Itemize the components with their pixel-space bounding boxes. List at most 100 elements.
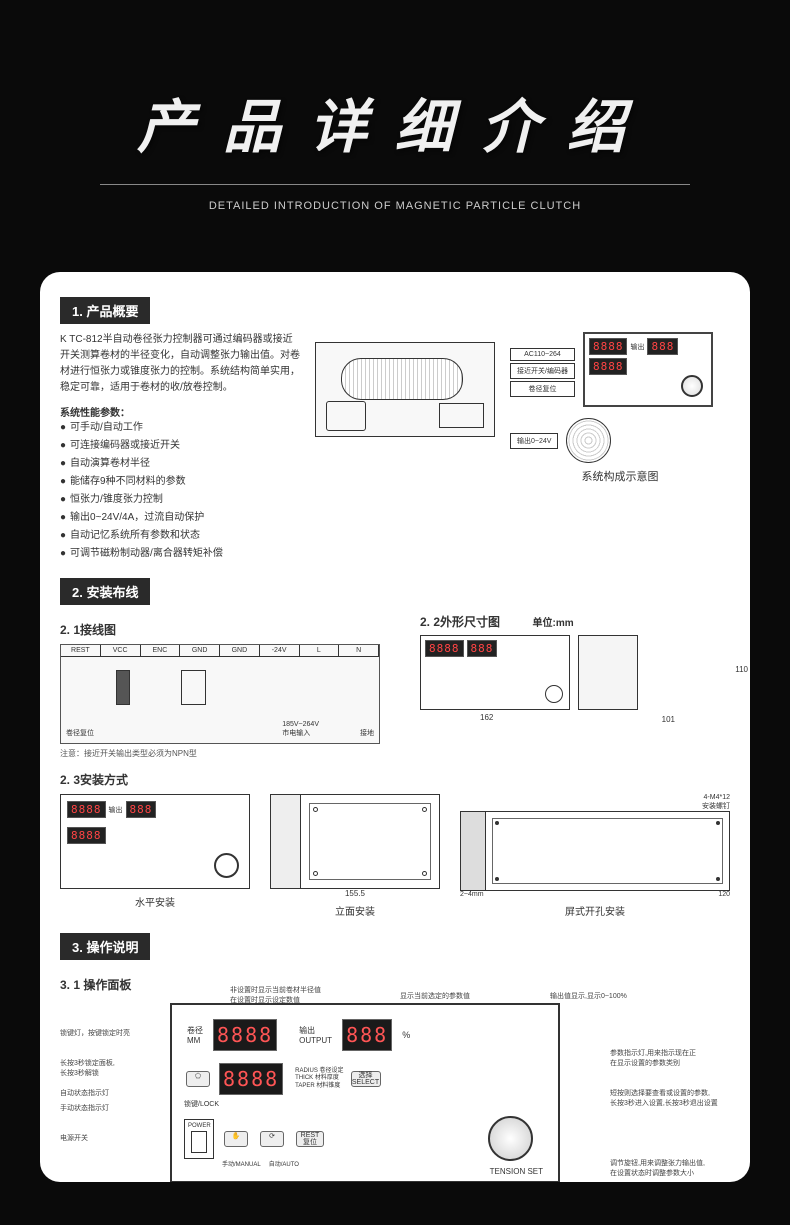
lock-button[interactable]: ⬠ bbox=[186, 1071, 210, 1087]
subtitle: DETAILED INTRODUCTION OF MAGNETIC PARTIC… bbox=[40, 200, 750, 212]
display: 888 bbox=[467, 640, 498, 657]
spec-item: 可调节磁粉制动器/离合器转矩补偿 bbox=[60, 545, 300, 563]
spec-sheet: 1. 产品概要 K TC-812半自动卷径张力控制器可通过编码器或接近开关测算卷… bbox=[40, 272, 750, 1182]
conveyor-diagram bbox=[315, 342, 495, 437]
install-vertical bbox=[270, 794, 440, 889]
screw-icon bbox=[495, 821, 499, 825]
terminal: L bbox=[300, 645, 340, 656]
spec-item: 输出0~24V/4A，过流自动保护 bbox=[60, 509, 300, 527]
install-horizontal: 8888 输出 888 8888 bbox=[60, 794, 250, 889]
percent-label: % bbox=[402, 1030, 410, 1040]
terminal: GND bbox=[220, 645, 260, 656]
screw-icon bbox=[716, 821, 720, 825]
dim-h: 110 bbox=[735, 665, 748, 674]
callout-param-led: 参数指示灯,用来指示现在正 在显示设置的参数类别 bbox=[610, 1048, 730, 1068]
manual-button[interactable]: ✋ bbox=[224, 1131, 248, 1147]
operation-panel: 卷径 MM 8888 输出 OUTPUT 888 % ⬠ 8888 RADIUS… bbox=[170, 1003, 560, 1182]
callout-power: 电源开关 bbox=[60, 1133, 150, 1143]
divider bbox=[100, 184, 690, 185]
install2-label: 立面安装 bbox=[270, 903, 440, 918]
manual-label: 手动/MANUAL bbox=[222, 1159, 261, 1168]
reset-wire-label: 卷径复位 bbox=[66, 728, 94, 738]
sensor-label: 接近开关/编码器 bbox=[510, 363, 575, 379]
display: 888 bbox=[647, 338, 678, 355]
screw-hole-icon bbox=[313, 807, 318, 812]
install2-dim: 155.5 bbox=[270, 889, 440, 898]
display-param: 8888 bbox=[223, 1067, 279, 1091]
section2-header: 2. 安装布线 bbox=[60, 578, 150, 605]
terminal: ENC bbox=[141, 645, 181, 656]
screw-spec: 4-M4*12 安装螺钉 bbox=[460, 794, 730, 811]
system-panel: 8888 输出 888 8888 bbox=[583, 332, 713, 407]
brake-icon bbox=[181, 670, 206, 705]
power-wire-label: 185V~264V 市电输入 bbox=[282, 721, 319, 738]
output-label: 输出0~24V bbox=[510, 433, 558, 449]
terminal: N bbox=[339, 645, 379, 656]
spec-item: 能储存9种不同材料的参数 bbox=[60, 473, 300, 491]
callout-auto-led: 自动状态指示灯 bbox=[60, 1088, 150, 1098]
dim-w: 162 bbox=[480, 713, 493, 722]
callout-param-display: 显示当前选定的参数值 bbox=[400, 991, 510, 1001]
callout-lock-led: 锁键灯，按键锁定时亮 bbox=[60, 1028, 150, 1038]
screw-icon bbox=[716, 877, 720, 881]
section3-header: 3. 操作说明 bbox=[60, 933, 150, 960]
reset-button[interactable]: REST 复位 bbox=[296, 1131, 324, 1147]
ground-label: 接地 bbox=[360, 728, 374, 738]
display: 888 bbox=[126, 801, 157, 818]
param-labels: RADIUS 卷径设定 THICK 材料厚度 TAPER 材料锥度 bbox=[295, 1068, 343, 1090]
knob-icon bbox=[214, 853, 239, 878]
terminal: REST bbox=[61, 645, 101, 656]
spec-item: 可连接编码器或接近开关 bbox=[60, 437, 300, 455]
callout-select: 短按则选择要查看或设置的参数, 长按3秒进入设置,长按3秒退出设置 bbox=[610, 1088, 730, 1108]
spec-title: 系统性能参数： bbox=[60, 404, 300, 419]
gap-dim: 2~4mm bbox=[460, 891, 484, 898]
spec-item: 可手动/自动工作 bbox=[60, 419, 300, 437]
sub2-1: 2. 1接线图 bbox=[60, 621, 400, 638]
system-label: 系统构成示意图 bbox=[510, 468, 730, 484]
tension-knob[interactable] bbox=[488, 1116, 533, 1161]
power-switch[interactable]: POWER bbox=[184, 1119, 214, 1159]
callout-knob: 调节旋钮,用来调整张力输出值, 在设置状态时调整参数大小 bbox=[610, 1158, 730, 1178]
output-mini: 输出 bbox=[630, 342, 644, 352]
spec-list: 可手动/自动工作 可连接编码器或接近开关 自动演算卷材半径 能储存9种不同材料的… bbox=[60, 419, 300, 563]
callout-lock-btn: 长按3秒锁定面板, 长按3秒解锁 bbox=[60, 1058, 150, 1078]
spec-item: 恒张力/锥度张力控制 bbox=[60, 491, 300, 509]
install1-label: 水平安装 bbox=[60, 894, 250, 909]
install3-dim: 120 bbox=[718, 891, 730, 898]
dim-side bbox=[578, 635, 638, 710]
unit-label: 单位:mm bbox=[533, 618, 574, 629]
screw-hole-icon bbox=[313, 871, 318, 876]
knob-icon bbox=[545, 685, 563, 703]
knob-icon bbox=[681, 375, 703, 397]
section1-header: 1. 产品概要 bbox=[60, 297, 150, 324]
dim-d: 101 bbox=[662, 715, 675, 724]
ac-label: AC110~264 bbox=[510, 348, 575, 361]
install-flush bbox=[460, 811, 730, 891]
display: 8888 bbox=[425, 640, 464, 657]
tension-label: TENSION SET bbox=[490, 1167, 543, 1176]
callout-output-display: 输出值显示,显示0~100% bbox=[550, 991, 670, 1001]
screw-hole-icon bbox=[422, 871, 427, 876]
auto-label: 自动/AUTO bbox=[269, 1159, 299, 1168]
dim-front: 8888 888 bbox=[420, 635, 570, 710]
display: 8888 bbox=[67, 827, 106, 844]
display: 8888 bbox=[67, 801, 106, 818]
select-button[interactable]: 选择 SELECT bbox=[351, 1071, 381, 1087]
npn-note: 注意：接近开关输出类型必须为NPN型 bbox=[60, 748, 400, 759]
display-output: 888 bbox=[346, 1023, 388, 1047]
auto-button[interactable]: ⟳ bbox=[260, 1131, 284, 1147]
controller-box-icon bbox=[439, 403, 484, 428]
mm-label: 卷径 MM bbox=[187, 1025, 203, 1045]
display: 8888 bbox=[589, 358, 628, 375]
spec-item: 自动记忆系统所有参数和状态 bbox=[60, 527, 300, 545]
callout-radius-display: 非设置时显示当前卷材半径值 在设置时显示设定数值 bbox=[230, 985, 360, 1005]
main-title: 产品详细介绍 bbox=[40, 80, 750, 164]
callout-manual-led: 手动状态指示灯 bbox=[60, 1103, 150, 1113]
install3-label: 屏式开孔安装 bbox=[460, 903, 730, 918]
sub2-2: 2. 2外形尺寸图 bbox=[420, 615, 500, 629]
terminal: VCC bbox=[101, 645, 141, 656]
reset-label: 卷径复位 bbox=[510, 381, 575, 397]
display-radius: 8888 bbox=[217, 1023, 273, 1047]
terminal-diagram: REST VCC ENC GND GND -24V L N 卷径复位 185V~… bbox=[60, 644, 380, 744]
spec-item: 自动演算卷材半径 bbox=[60, 455, 300, 473]
